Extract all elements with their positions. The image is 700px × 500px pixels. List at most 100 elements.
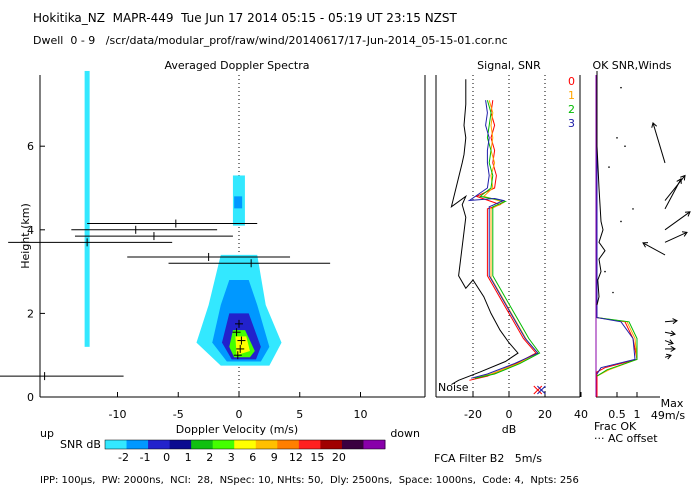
noise-label: Noise bbox=[438, 381, 469, 394]
colorbar-label: 9 bbox=[271, 451, 278, 464]
colorbar-swatch bbox=[298, 440, 321, 449]
spectra-y-tick-label: 0 bbox=[27, 391, 34, 404]
wind-vector bbox=[664, 340, 674, 345]
colorbar-swatch bbox=[255, 440, 278, 449]
colorbar-label: 0 bbox=[163, 451, 170, 464]
snr-series-3 bbox=[467, 100, 539, 379]
ac-offset-label: ··· AC offset bbox=[594, 432, 658, 445]
snr-title: Signal, SNR bbox=[477, 59, 541, 72]
wind-vector-head bbox=[680, 174, 686, 181]
direction-label-down: down bbox=[390, 427, 420, 440]
ok-x-tick-label: 0.5 bbox=[608, 408, 626, 421]
wind-vector-head bbox=[670, 330, 676, 337]
colorbar-label: 6 bbox=[249, 451, 256, 464]
colorbar-label: 20 bbox=[332, 451, 346, 464]
ac-offset-dot bbox=[604, 270, 606, 273]
ac-offset-dot bbox=[624, 145, 626, 147]
wind-vector bbox=[642, 242, 666, 256]
ac-offset-dot bbox=[632, 208, 634, 210]
spectra-x-tick-label: 0 bbox=[236, 408, 243, 421]
wind-vector bbox=[664, 354, 672, 358]
colorbar-label: 2 bbox=[206, 451, 213, 464]
ok-legend-2: 2 bbox=[568, 103, 575, 116]
spectra-title: Averaged Doppler Spectra bbox=[164, 59, 309, 72]
ok-fraction-series-0 bbox=[596, 71, 638, 397]
wind-vector bbox=[664, 231, 688, 243]
spectra-x-axis-label: Doppler Velocity (m/s) bbox=[176, 423, 298, 436]
ac-offset-dot bbox=[612, 291, 614, 294]
colorbar-swatch bbox=[277, 440, 300, 449]
spectra-y-axis-label: Height (km) bbox=[19, 203, 32, 269]
colorbar-swatch bbox=[126, 440, 149, 449]
header-title: Hokitika_NZ MAPR-449 Tue Jun 17 2014 05:… bbox=[33, 11, 457, 25]
ok-snr-profile bbox=[596, 71, 606, 306]
wind-vector bbox=[664, 331, 676, 335]
spectra-x-tick-label: 10 bbox=[354, 408, 368, 421]
wind-vector-head bbox=[642, 242, 649, 248]
ok-fraction-series-3 bbox=[596, 71, 636, 375]
wind-vector bbox=[664, 320, 678, 323]
direction-label-up: up bbox=[40, 427, 54, 440]
ac-offset-dot bbox=[616, 137, 618, 139]
colorbar-label: 3 bbox=[228, 451, 235, 464]
colorbar-label: 1 bbox=[185, 451, 192, 464]
spectra-y-tick-label: 4 bbox=[27, 224, 34, 237]
snr-x-tick-label: 20 bbox=[538, 408, 552, 421]
noise-marker bbox=[537, 385, 546, 395]
ok-x-axis-label: Frac OK bbox=[594, 420, 637, 433]
ac-offset-dot bbox=[608, 166, 610, 168]
colorbar-label: 12 bbox=[289, 451, 303, 464]
ok-title: OK SNR,Winds bbox=[592, 59, 671, 72]
colorbar-swatch bbox=[148, 440, 171, 449]
colorbar-label: 15 bbox=[310, 451, 324, 464]
colorbar-label: -1 bbox=[140, 451, 151, 464]
ground-clutter-column bbox=[84, 70, 90, 347]
wind-vector-head bbox=[681, 231, 688, 237]
filter-label: FCA Filter B2 5m/s bbox=[434, 452, 542, 465]
max-wind-value: 49m/s bbox=[651, 409, 685, 422]
wind-vector-head bbox=[676, 178, 682, 184]
colorbar-swatch bbox=[105, 440, 128, 449]
snr-x-tick-label: -20 bbox=[464, 408, 482, 421]
wind-vector-head bbox=[651, 121, 658, 128]
ok-legend-0: 0 bbox=[568, 75, 575, 88]
wind-vector-head bbox=[672, 318, 678, 325]
colorbar-swatch bbox=[341, 440, 364, 449]
wind-vector-head bbox=[667, 339, 674, 345]
wind-vector bbox=[664, 178, 682, 210]
colorbar-swatch bbox=[234, 440, 257, 449]
spectra-x-tick-label: 5 bbox=[296, 408, 303, 421]
ac-offset-dot bbox=[620, 86, 622, 89]
spectra-y-tick-label: 6 bbox=[27, 140, 34, 153]
colorbar-label: -2 bbox=[118, 451, 129, 464]
ok-fraction-series-1 bbox=[596, 71, 638, 377]
wind-vector bbox=[664, 175, 686, 201]
ok-legend-1: 1 bbox=[568, 89, 575, 102]
footer-parameters: IPP: 100μs, PW: 2000ns, NCI: 28, NSpec: … bbox=[40, 475, 579, 486]
noise-marker bbox=[533, 385, 543, 395]
snr-series-noise bbox=[450, 79, 519, 385]
snr-x-axis-label: dB bbox=[502, 423, 517, 436]
wind-vector bbox=[652, 122, 666, 164]
header-file-path: Dwell 0 - 9 /scr/data/modular_prof/raw/w… bbox=[33, 34, 508, 47]
colorbar-frame bbox=[104, 439, 386, 450]
colorbar-swatch bbox=[191, 440, 214, 449]
snr-series-2 bbox=[474, 100, 541, 379]
wind-vector-head bbox=[684, 211, 691, 217]
main-echo-core-yellow bbox=[235, 336, 250, 356]
ok-legend-3: 3 bbox=[568, 117, 575, 130]
wind-vector-head bbox=[670, 345, 676, 352]
ok-x-tick-label: 1 bbox=[634, 408, 641, 421]
spectra-x-tick-label: -10 bbox=[109, 408, 127, 421]
spectra-x-tick-label: -5 bbox=[173, 408, 184, 421]
colorbar-swatch bbox=[212, 440, 235, 449]
colorbar-title: SNR dB bbox=[60, 438, 101, 451]
colorbar-swatch bbox=[363, 440, 386, 449]
upper-echo-core bbox=[234, 196, 243, 209]
colorbar-swatch bbox=[169, 440, 192, 449]
snr-x-tick-label: 0 bbox=[506, 408, 513, 421]
max-wind-label: Max bbox=[661, 397, 684, 410]
wind-vector-head bbox=[666, 353, 672, 360]
snr-x-tick-label: 40 bbox=[574, 408, 588, 421]
